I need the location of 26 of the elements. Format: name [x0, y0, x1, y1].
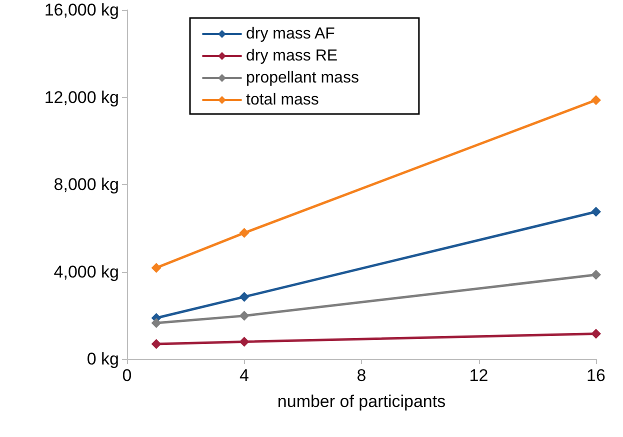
point	[239, 292, 250, 302]
point	[239, 336, 250, 347]
x-tick-label: 12	[469, 366, 488, 385]
point	[151, 338, 162, 349]
point	[151, 318, 162, 328]
y-tick-label: 0 kg	[86, 350, 119, 368]
point	[151, 262, 162, 273]
legend-label: propellant mass	[246, 70, 359, 86]
x-tick-label: 16	[586, 366, 606, 385]
legend-label: dry mass AF	[246, 26, 336, 42]
y-tick-label: 8,000 kg	[54, 175, 119, 194]
point	[591, 206, 601, 217]
point	[591, 270, 601, 280]
legend-label: total mass	[246, 92, 319, 108]
x-axis-title: number of participants	[277, 392, 446, 411]
x-tick-label: 8	[356, 366, 366, 385]
point	[591, 95, 601, 106]
y-tick-label: 16,000 kg	[44, 0, 119, 20]
y-tick-label: 12,000 kg	[44, 88, 119, 107]
x-tick-label: 4	[240, 366, 249, 385]
legend-label: dry mass RE	[246, 48, 338, 64]
y-tick-label: 4,000 kg	[54, 262, 119, 282]
point	[239, 228, 250, 238]
point	[591, 328, 601, 339]
x-tick-label: 0	[122, 366, 132, 385]
point	[239, 310, 250, 321]
